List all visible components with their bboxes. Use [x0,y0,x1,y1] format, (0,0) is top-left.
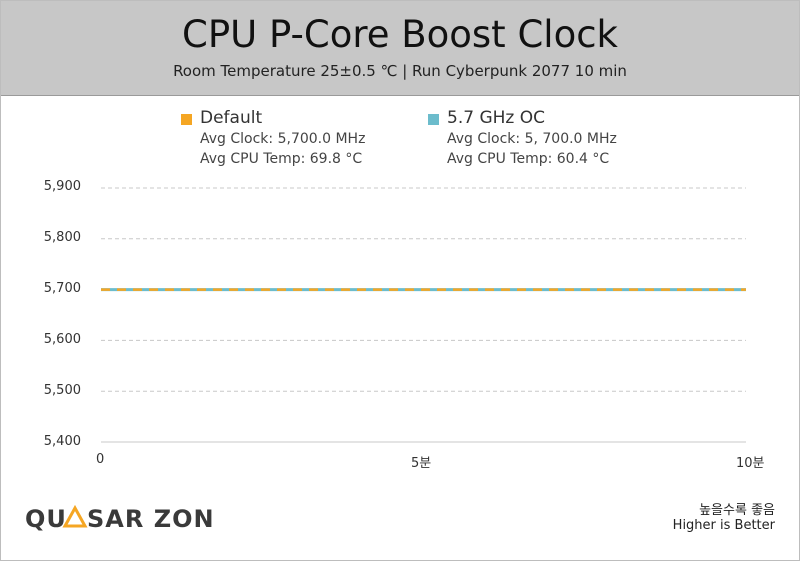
legend-default-avg-temp: Avg CPU Temp: 69.8 °C [200,151,363,167]
y-tick-label: 5,600 [43,332,81,347]
y-tick-label: 5,400 [43,434,81,449]
y-tick-label: 5,800 [43,230,81,245]
svg-text:SAR ZONE: SAR ZONE [87,505,215,532]
svg-text:QU: QU [25,505,67,532]
y-tick-label: 5,700 [43,281,81,296]
x-tick-label: 0 [96,452,105,467]
higher-is-better-english: Higher is Better [672,518,775,533]
legend-swatch-oc [428,114,439,125]
legend-oc-avg-temp: Avg CPU Temp: 60.4 °C [447,151,610,167]
legend-swatch-default [181,114,192,125]
chart-header: CPU P-Core Boost Clock Room Temperature … [1,1,799,96]
x-tick-label: 5분 [411,456,432,471]
legend-oc-avg-clock: Avg Clock: 5, 700.0 MHz [447,131,617,147]
y-tick-label: 5,500 [43,383,81,398]
quasarzone-logo: QU SAR ZONE [25,504,215,532]
legend-label-oc: 5.7 GHz OC [447,108,545,128]
chart-title: CPU P-Core Boost Clock [182,13,618,56]
legend-default-avg-clock: Avg Clock: 5,700.0 MHz [200,131,366,147]
y-tick-label: 5,900 [43,179,81,194]
x-tick-label: 10분 [736,456,765,471]
higher-is-better-korean: 높을수록 좋음 [699,503,775,518]
legend-label-default: Default [200,108,263,128]
chart-subtitle: Room Temperature 25±0.5 ℃ | Run Cyberpun… [173,62,627,80]
